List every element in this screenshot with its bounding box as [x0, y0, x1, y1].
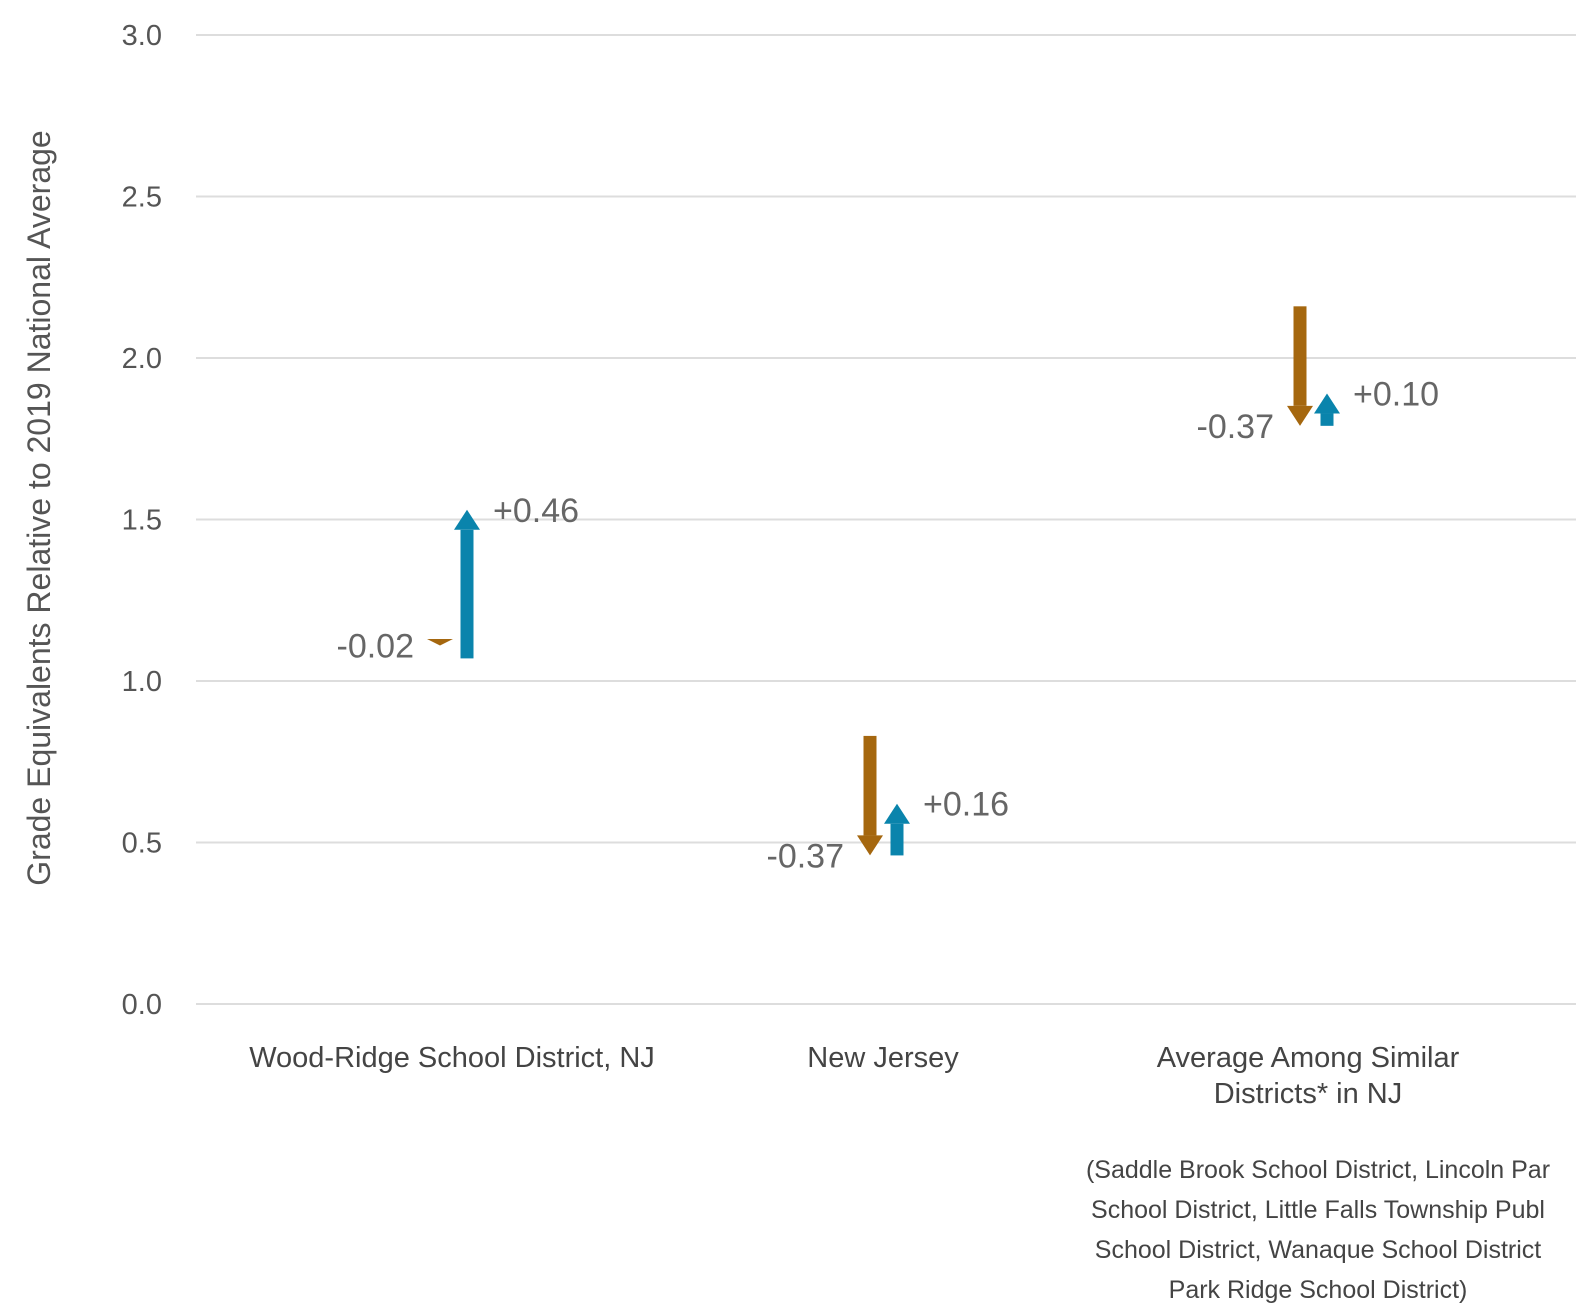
- gain-value-label: +0.46: [493, 492, 579, 530]
- y-axis-ticks: 0.0 0.5 1.0 1.5 2.0 2.5 3.0: [122, 20, 162, 1021]
- gain-arrow: [454, 509, 480, 659]
- gain-arrow: [884, 803, 910, 856]
- decline-arrow: [1287, 306, 1313, 426]
- decline-arrow-shaft: [863, 735, 877, 836]
- footnote-line: Park Ridge School District): [1169, 1276, 1468, 1304]
- gain-arrow-shaft: [1320, 413, 1334, 426]
- x-category-label: Districts* in NJ: [1214, 1078, 1403, 1110]
- gain-value-label: +0.16: [923, 786, 1009, 824]
- gain-arrow-head: [454, 509, 480, 530]
- gain-arrow-head: [884, 803, 910, 824]
- footnote-line: School District, Wanaque School District: [1095, 1236, 1542, 1264]
- footnote: (Saddle Brook School District, Lincoln P…: [1086, 1156, 1550, 1304]
- footnote-line: School District, Little Falls Township P…: [1091, 1196, 1545, 1224]
- decline-arrow-head: [857, 835, 883, 856]
- y-tick-label: 2.5: [122, 182, 162, 214]
- decline-arrow-shaft: [1293, 306, 1307, 406]
- gain-value-label: +0.10: [1353, 376, 1439, 414]
- y-tick-label: 1.0: [122, 666, 162, 698]
- x-category-label: New Jersey: [807, 1042, 959, 1074]
- gain-arrow-shaft: [890, 823, 904, 856]
- y-axis-label: Grade Equivalents Relative to 2019 Natio…: [21, 130, 57, 885]
- decline-value-label: -0.37: [767, 837, 845, 875]
- y-tick-label: 1.5: [122, 505, 162, 537]
- gain-arrow-shaft: [460, 529, 474, 659]
- x-category-label: Average Among Similar: [1157, 1042, 1460, 1074]
- y-tick-label: 0.0: [122, 989, 162, 1021]
- footnote-line: (Saddle Brook School District, Lincoln P…: [1086, 1156, 1550, 1184]
- arrows: -0.02 +0.46 -0.37 +0.16 -0.37 +0.10: [337, 306, 1439, 875]
- y-tick-label: 0.5: [122, 828, 162, 860]
- gain-arrow-head: [1314, 393, 1340, 414]
- decline-arrow-head: [427, 639, 453, 646]
- x-axis-categories: Wood-Ridge School District, NJ New Jersey…: [249, 1042, 1459, 1110]
- decline-value-label: -0.37: [1197, 408, 1275, 446]
- gain-arrow: [1314, 393, 1340, 426]
- gridlines: [196, 34, 1576, 1005]
- decline-arrow: [857, 735, 883, 856]
- y-tick-label: 3.0: [122, 20, 162, 52]
- decline-value-label: -0.02: [337, 627, 415, 665]
- y-tick-label: 2.0: [122, 343, 162, 375]
- decline-arrow-head: [1287, 405, 1313, 426]
- x-category-label: Wood-Ridge School District, NJ: [249, 1042, 655, 1074]
- decline-arrow: [427, 639, 453, 646]
